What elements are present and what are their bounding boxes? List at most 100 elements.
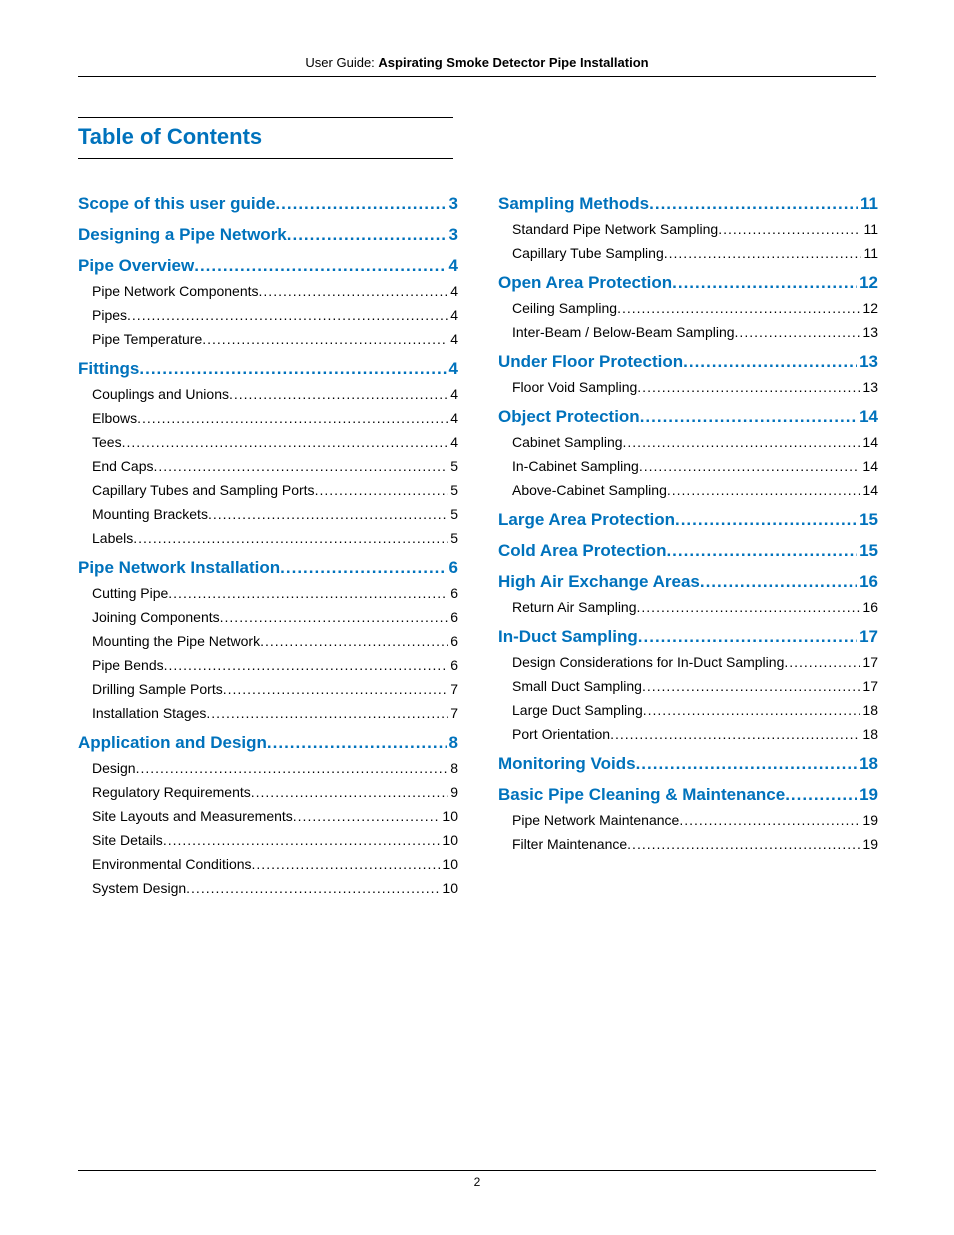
toc-item[interactable]: Large Duct Sampling.....................…	[498, 703, 878, 717]
toc-page: 17	[860, 655, 878, 669]
toc-item[interactable]: Floor Void Sampling.....................…	[498, 380, 878, 394]
toc-leader: ........................................…	[133, 531, 448, 545]
toc-section[interactable]: Designing a Pipe Network................…	[78, 226, 458, 243]
header: User Guide: Aspirating Smoke Detector Pi…	[78, 55, 876, 77]
toc-item[interactable]: Couplings and Unions....................…	[78, 387, 458, 401]
toc-item[interactable]: Ceiling Sampling........................…	[498, 301, 878, 315]
toc-label: Port Orientation	[512, 727, 610, 741]
toc-label: Cold Area Protection	[498, 542, 666, 559]
toc-item[interactable]: Above-Cabinet Sampling..................…	[498, 483, 878, 497]
toc-leader: ........................................…	[700, 573, 857, 590]
toc-item[interactable]: Port Orientation........................…	[498, 727, 878, 741]
toc-section[interactable]: Sampling Methods........................…	[498, 195, 878, 212]
toc-leader: ........................................…	[640, 408, 857, 425]
toc-section[interactable]: Pipe Network Installation...............…	[78, 559, 458, 576]
toc-section[interactable]: Fittings................................…	[78, 360, 458, 377]
toc-item[interactable]: Cutting Pipe............................…	[78, 586, 458, 600]
toc-item[interactable]: Elbows..................................…	[78, 411, 458, 425]
toc-item[interactable]: Pipes...................................…	[78, 308, 458, 322]
toc-label: In-Duct Sampling	[498, 628, 638, 645]
toc-page: 8	[448, 761, 458, 775]
toc-page: 10	[440, 809, 458, 823]
toc-item[interactable]: System Design...........................…	[78, 881, 458, 895]
toc-section[interactable]: Object Protection.......................…	[498, 408, 878, 425]
toc-label: Small Duct Sampling	[512, 679, 642, 693]
toc-item[interactable]: Site Details............................…	[78, 833, 458, 847]
toc-label: Large Duct Sampling	[512, 703, 643, 717]
toc-page: 3	[447, 195, 458, 212]
toc-page: 17	[857, 628, 878, 645]
toc-item[interactable]: End Caps................................…	[78, 459, 458, 473]
toc-page: 4	[448, 308, 458, 322]
toc-page: 6	[447, 559, 458, 576]
toc-label: Monitoring Voids	[498, 755, 636, 772]
toc-leader: ........................................…	[137, 411, 448, 425]
toc-page: 14	[860, 459, 878, 473]
toc-item[interactable]: Pipe Temperature........................…	[78, 332, 458, 346]
toc-item[interactable]: In-Cabinet Sampling.....................…	[498, 459, 878, 473]
toc-item[interactable]: Installation Stages.....................…	[78, 706, 458, 720]
toc-leader: ........................................…	[784, 655, 860, 669]
toc-page: 4	[447, 257, 458, 274]
header-title: Aspirating Smoke Detector Pipe Installat…	[378, 55, 648, 70]
toc-page: 6	[448, 586, 458, 600]
toc-item[interactable]: Design Considerations for In-Duct Sampli…	[498, 655, 878, 669]
toc-label: Installation Stages	[92, 706, 206, 720]
toc-section[interactable]: Application and Design..................…	[78, 734, 458, 751]
toc-page: 12	[860, 301, 878, 315]
toc-item[interactable]: Drilling Sample Ports...................…	[78, 682, 458, 696]
toc-item[interactable]: Filter Maintenance......................…	[498, 837, 878, 851]
toc-item[interactable]: Pipe Network Components.................…	[78, 284, 458, 298]
toc-item[interactable]: Inter-Beam / Below-Beam Sampling........…	[498, 325, 878, 339]
toc-item[interactable]: Pipe Bends..............................…	[78, 658, 458, 672]
toc-item[interactable]: Joining Components......................…	[78, 610, 458, 624]
toc-item[interactable]: Tees....................................…	[78, 435, 458, 449]
toc-leader: ........................................…	[637, 380, 860, 394]
toc-item[interactable]: Small Duct Sampling.....................…	[498, 679, 878, 693]
toc-page: 13	[857, 353, 878, 370]
toc-section[interactable]: Cold Area Protection....................…	[498, 542, 878, 559]
toc-section[interactable]: In-Duct Sampling........................…	[498, 628, 878, 645]
toc-leader: ........................................…	[636, 755, 858, 772]
toc-item[interactable]: Site Layouts and Measurements...........…	[78, 809, 458, 823]
toc-leader: ........................................…	[202, 332, 448, 346]
toc-item[interactable]: Pipe Network Maintenance................…	[498, 813, 878, 827]
toc-item[interactable]: Capillary Tube Sampling.................…	[498, 246, 878, 260]
toc-section[interactable]: Large Area Protection...................…	[498, 511, 878, 528]
toc-section[interactable]: Under Floor Protection..................…	[498, 353, 878, 370]
toc-item[interactable]: Capillary Tubes and Sampling Ports......…	[78, 483, 458, 497]
toc-label: High Air Exchange Areas	[498, 573, 700, 590]
toc-page: 6	[448, 610, 458, 624]
toc-page: 7	[448, 706, 458, 720]
toc-leader: ........................................…	[293, 809, 441, 823]
toc-item[interactable]: Regulatory Requirements.................…	[78, 785, 458, 799]
toc-label: Object Protection	[498, 408, 640, 425]
toc-leader: ........................................…	[617, 301, 860, 315]
toc-item[interactable]: Design..................................…	[78, 761, 458, 775]
toc-section[interactable]: Pipe Overview...........................…	[78, 257, 458, 274]
toc-item[interactable]: Mounting the Pipe Network...............…	[78, 634, 458, 648]
toc-section[interactable]: Open Area Protection....................…	[498, 274, 878, 291]
toc-page: 16	[860, 600, 878, 614]
toc-item[interactable]: Standard Pipe Network Sampling..........…	[498, 222, 878, 236]
toc-page: 4	[448, 435, 458, 449]
toc-item[interactable]: Mounting Brackets.......................…	[78, 507, 458, 521]
toc-item[interactable]: Cabinet Sampling........................…	[498, 435, 878, 449]
toc-item[interactable]: Environmental Conditions................…	[78, 857, 458, 871]
toc-item[interactable]: Return Air Sampling.....................…	[498, 600, 878, 614]
toc-page: 6	[448, 658, 458, 672]
toc-leader: ........................................…	[168, 586, 448, 600]
toc-section[interactable]: Scope of this user guide................…	[78, 195, 458, 212]
toc-label: Scope of this user guide	[78, 195, 275, 212]
toc-leader: ........................................…	[637, 600, 861, 614]
toc-label: Joining Components	[92, 610, 220, 624]
toc-section[interactable]: High Air Exchange Areas.................…	[498, 573, 878, 590]
toc-leader: ........................................…	[675, 511, 857, 528]
toc-leader: ........................................…	[718, 222, 861, 236]
toc-section[interactable]: Monitoring Voids........................…	[498, 755, 878, 772]
toc-label: Under Floor Protection	[498, 353, 683, 370]
toc-page: 8	[447, 734, 458, 751]
toc-section[interactable]: Basic Pipe Cleaning & Maintenance.......…	[498, 786, 878, 803]
toc-item[interactable]: Labels..................................…	[78, 531, 458, 545]
toc-page: 18	[860, 703, 878, 717]
